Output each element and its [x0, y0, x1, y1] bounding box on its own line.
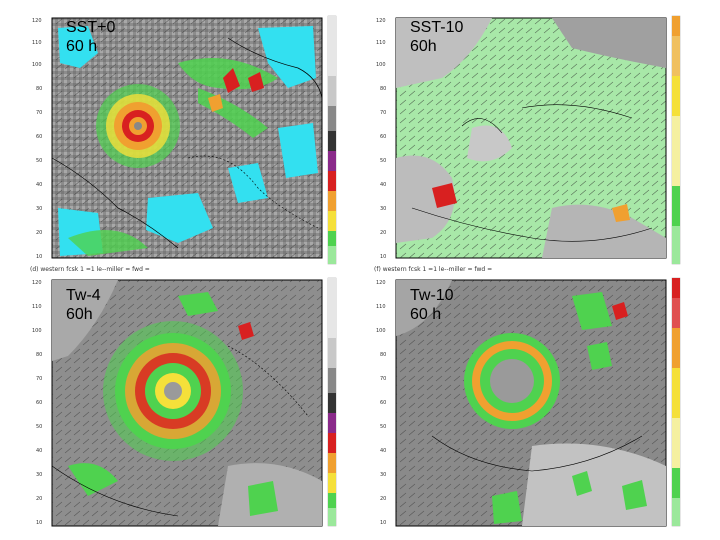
map-tw-minus-10: 120 110 100 80 70 60 50 40 30 20 10: [376, 277, 681, 527]
svg-text:50: 50: [36, 424, 42, 430]
svg-text:20: 20: [380, 230, 386, 236]
svg-text:50: 50: [36, 158, 42, 164]
panel-header-tw-minus-4: (d) western fcsk 1 =1 le--miller = fwd =: [30, 266, 150, 273]
svg-text:10: 10: [36, 254, 42, 260]
svg-text:110: 110: [376, 40, 386, 46]
svg-text:50: 50: [380, 158, 386, 164]
svg-text:40: 40: [36, 448, 42, 454]
svg-text:20: 20: [36, 230, 42, 236]
panel-sst-plus-0: 120 110 100 80 70 60 50 40 30 20 10 SST+…: [28, 8, 348, 266]
panel-label-sst-plus-0: SST+0 60 h: [66, 19, 116, 55]
svg-text:110: 110: [32, 40, 42, 46]
svg-text:40: 40: [380, 182, 386, 188]
panel-sst-minus-10: 120 110 100 80 70 60 50 40 30 20 10 SST-…: [372, 8, 692, 266]
svg-text:120: 120: [32, 280, 42, 286]
svg-text:40: 40: [36, 182, 42, 188]
map-tw-minus-4: 120 110 100 80 70 60 50 40 30 20 10: [32, 277, 337, 527]
svg-text:110: 110: [376, 304, 386, 310]
svg-text:80: 80: [36, 86, 42, 92]
svg-text:70: 70: [36, 376, 42, 382]
panel-tw-minus-4: (d) western fcsk 1 =1 le--miller = fwd =…: [28, 266, 348, 532]
svg-text:120: 120: [376, 280, 386, 286]
svg-text:20: 20: [380, 496, 386, 502]
svg-text:110: 110: [32, 304, 42, 310]
svg-text:40: 40: [380, 448, 386, 454]
svg-text:80: 80: [36, 352, 42, 358]
svg-text:100: 100: [32, 328, 42, 334]
map-sst-minus-10: 120 110 100 80 70 60 50 40 30 20 10: [376, 15, 681, 265]
svg-text:60: 60: [380, 134, 386, 140]
svg-text:10: 10: [36, 520, 42, 526]
svg-text:80: 80: [380, 352, 386, 358]
svg-text:50: 50: [380, 424, 386, 430]
svg-text:30: 30: [380, 472, 386, 478]
map-sst-plus-0: 120 110 100 80 70 60 50 40 30 20 10: [32, 15, 337, 265]
svg-text:10: 10: [380, 520, 386, 526]
svg-text:70: 70: [380, 110, 386, 116]
svg-text:60: 60: [36, 134, 42, 140]
panel-header-tw-minus-10: (f) western fcsk 1 =1 le--miller = fwd =: [374, 266, 493, 273]
svg-text:20: 20: [36, 496, 42, 502]
panel-label-sst-minus-10: SST-10 60h: [410, 19, 464, 55]
svg-text:30: 30: [380, 206, 386, 212]
svg-text:30: 30: [36, 206, 42, 212]
svg-text:100: 100: [376, 328, 386, 334]
svg-text:60: 60: [36, 400, 42, 406]
svg-text:70: 70: [380, 376, 386, 382]
svg-text:100: 100: [376, 62, 386, 68]
panel-label-tw-minus-10: Tw-10 60 h: [410, 287, 454, 323]
svg-text:80: 80: [380, 86, 386, 92]
svg-text:100: 100: [32, 62, 42, 68]
svg-text:70: 70: [36, 110, 42, 116]
svg-text:120: 120: [376, 18, 386, 24]
svg-text:60: 60: [380, 400, 386, 406]
svg-text:10: 10: [380, 254, 386, 260]
svg-text:120: 120: [32, 18, 42, 24]
panel-tw-minus-10: (f) western fcsk 1 =1 le--miller = fwd =…: [372, 266, 692, 532]
panel-label-tw-minus-4: Tw-4 60h: [66, 287, 101, 323]
svg-text:30: 30: [36, 472, 42, 478]
